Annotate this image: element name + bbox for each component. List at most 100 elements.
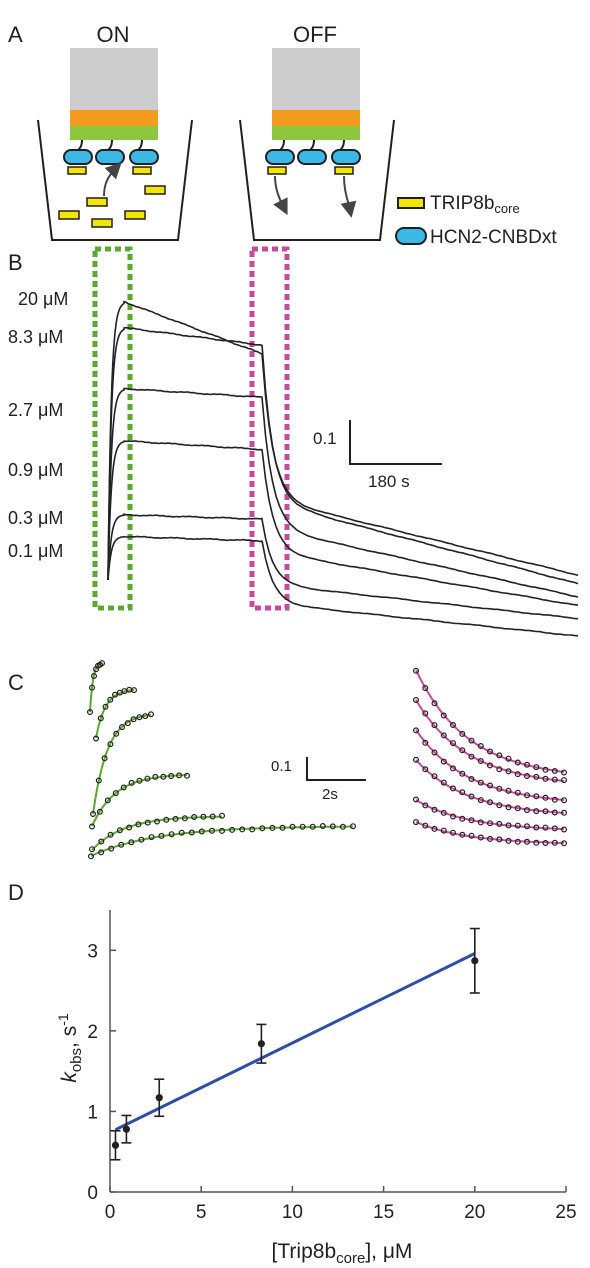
dissoc-point	[523, 807, 530, 814]
assoc-point	[108, 845, 115, 852]
trip8b-free	[58, 210, 80, 220]
hcn2-legend-swatch	[395, 227, 427, 245]
trip8b-free	[86, 197, 108, 207]
conc-label: 2.7 μM	[8, 400, 63, 420]
assoc-point	[96, 808, 103, 815]
kobs-plot	[110, 927, 480, 1161]
dissoc-fit-8.3uM	[415, 699, 565, 782]
dissoc-point	[459, 831, 466, 838]
dissoc-point	[422, 822, 429, 829]
dissoc-point	[459, 747, 466, 754]
hcn2-legend-label: HCN2-CNBDxt	[430, 227, 557, 248]
dissoc-point	[431, 806, 438, 813]
dissoc-point	[459, 770, 466, 777]
dissoc-point	[459, 789, 466, 796]
panel-a: A ON OFF	[8, 22, 557, 248]
assoc-point	[107, 741, 114, 748]
conc-label: 0.1 μM	[8, 541, 63, 561]
y-axis-title: kobs, s-1	[55, 1013, 85, 1083]
dissoc-point	[505, 822, 512, 829]
assoc-point	[160, 773, 167, 780]
assoc-point	[135, 821, 142, 828]
trip8b-free	[144, 185, 166, 195]
panel-c: C 0.1 2s	[8, 660, 567, 860]
scale-x-label: 180 s	[368, 472, 410, 491]
dissoc-point	[468, 793, 475, 800]
y-tick-label: 1	[87, 1102, 98, 1123]
panel-b-letter: B	[8, 250, 23, 275]
assoc-point	[163, 816, 170, 823]
association-window	[92, 246, 133, 611]
on-well	[37, 48, 193, 241]
sensorgram-traces	[107, 300, 579, 637]
dissoc-point	[422, 766, 429, 773]
association-fits	[86, 660, 357, 860]
dissociation-window	[249, 246, 290, 611]
assoc-point	[98, 660, 105, 667]
green-layer	[272, 126, 360, 140]
dissoc-point	[487, 799, 494, 806]
sensorgram-0.1uM	[107, 535, 579, 637]
dissoc-point	[487, 820, 494, 827]
assoc-point	[116, 827, 123, 834]
panel-d: D 0 5 10 15 20 25 0 1 2 3 [Trip8bcore], μM kobs, …	[8, 880, 577, 1267]
dissoc-point	[514, 805, 521, 812]
conc-label: 20 μM	[18, 289, 68, 309]
dissoc-point	[523, 761, 530, 768]
dissoc-point	[542, 794, 549, 801]
assoc-point	[89, 810, 96, 817]
panel-c-scale-bar: 0.1 2s	[271, 757, 366, 803]
assoc-point	[102, 703, 109, 710]
assoc-point	[181, 815, 188, 822]
trip8b-free	[124, 210, 146, 220]
assoc-point	[178, 829, 185, 836]
assoc-point	[128, 839, 135, 846]
assoc-point	[120, 784, 127, 791]
dissoc-point	[523, 838, 530, 845]
x-tick-label: 0	[105, 1202, 116, 1223]
kobs-point	[155, 1094, 163, 1102]
assoc-point	[124, 720, 131, 727]
panel-b: B 20 μM 8.3 μM 2.7 μM 0.9 μM 0.3 μM 0.1 …	[8, 246, 579, 637]
orange-layer	[272, 110, 360, 126]
assoc-point	[95, 777, 102, 784]
dissoc-point	[459, 815, 466, 822]
dissoc-point	[413, 727, 420, 734]
dissoc-point	[496, 766, 503, 773]
assoc-point	[101, 755, 108, 762]
linear-fit-line	[114, 952, 476, 1132]
assoc-fit-20uM	[89, 661, 103, 713]
dissoc-point	[440, 758, 447, 765]
release-arrow	[340, 175, 357, 218]
dissoc-fit-2.7uM	[415, 729, 565, 801]
assoc-point	[88, 823, 95, 830]
dissoc-point	[496, 836, 503, 843]
dissoc-point	[551, 776, 558, 783]
assoc-point	[90, 672, 97, 679]
hcn2-domain	[331, 149, 361, 165]
x-axis-title: [Trip8bcore], μM	[272, 1240, 413, 1267]
kobs-point	[111, 1141, 120, 1149]
assoc-point	[107, 831, 114, 838]
dissoc-point	[533, 773, 540, 780]
dissoc-point	[440, 779, 447, 786]
dissoc-point	[533, 764, 540, 771]
assoc-point	[339, 823, 346, 830]
dissoc-point	[542, 775, 549, 782]
dissoc-point	[514, 838, 521, 845]
dissoc-point	[431, 722, 438, 729]
dissoc-point	[450, 765, 457, 772]
green-layer	[70, 126, 158, 140]
x-tick-label: 15	[373, 1202, 394, 1223]
assoc-point	[239, 826, 246, 833]
sensorgram-8.3uM	[107, 326, 579, 585]
assoc-point	[88, 684, 95, 691]
dissoc-point	[487, 782, 494, 789]
hcn2-domain	[265, 149, 295, 165]
orange-layer	[70, 110, 158, 126]
assoc-point	[158, 832, 165, 839]
trip8b-bound	[267, 166, 287, 175]
assoc-point	[98, 838, 105, 845]
dissoc-point	[422, 802, 429, 809]
assoc-point	[198, 828, 205, 835]
